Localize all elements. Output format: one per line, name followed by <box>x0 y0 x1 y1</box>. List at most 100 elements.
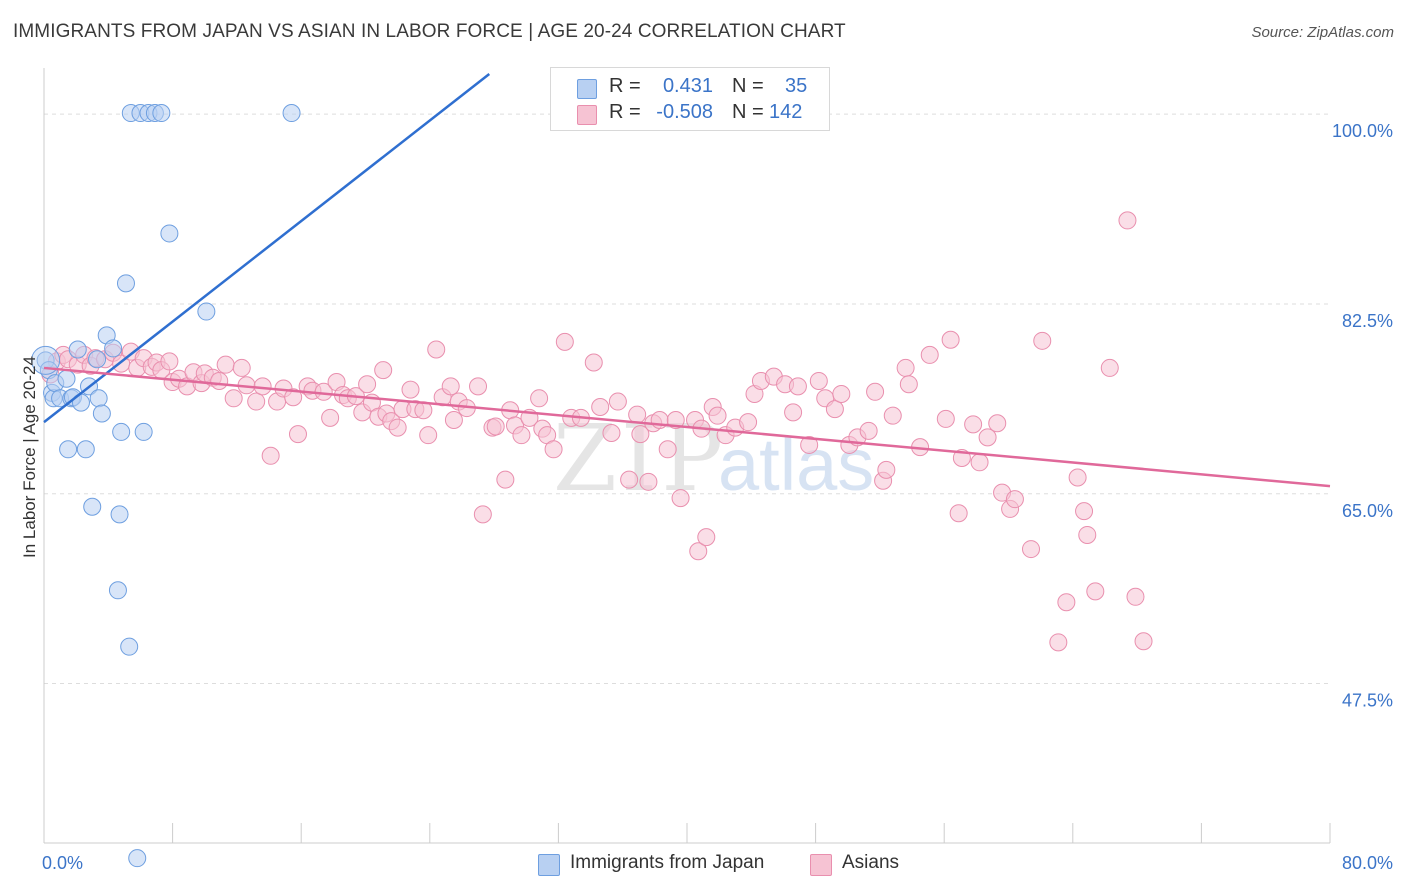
data-point <box>832 384 851 403</box>
bottom-legend-label-asians: Asians <box>842 852 900 873</box>
axes <box>43 68 1331 844</box>
data-point-large <box>31 345 61 375</box>
data-point <box>899 375 918 394</box>
legend-row-japan: R = 0.431 N = 35 <box>551 75 829 101</box>
legend-r-label: R = <box>609 101 641 123</box>
data-point <box>441 377 460 396</box>
data-point <box>708 406 727 425</box>
data-point <box>555 332 574 351</box>
data-point <box>809 371 828 390</box>
data-point <box>469 377 488 396</box>
data-point <box>282 104 301 123</box>
data-point <box>544 440 563 459</box>
data-point <box>116 274 135 293</box>
data-point <box>739 413 758 432</box>
data-point <box>388 418 407 437</box>
data-point <box>602 424 621 443</box>
data-point <box>134 422 153 441</box>
data-point <box>88 350 107 369</box>
data-point <box>1126 587 1145 606</box>
data-point <box>120 637 139 656</box>
data-point <box>978 428 997 447</box>
data-point <box>658 440 677 459</box>
data-point <box>530 389 549 408</box>
data-point <box>1134 632 1153 651</box>
data-point <box>896 358 915 377</box>
asians-trend-line <box>43 366 1331 488</box>
data-point <box>321 408 340 427</box>
japan-trend-line <box>43 73 491 424</box>
chart-title: IMMIGRANTS FROM JAPAN VS ASIAN IN LABOR … <box>13 21 846 42</box>
data-point <box>1057 593 1076 612</box>
data-point <box>496 470 515 489</box>
legend-row-asians: R = -0.508 N = 142 <box>551 101 829 127</box>
legend-r-value-japan: 0.431 <box>662 75 713 97</box>
y-tick-label: 47.5% <box>1342 691 1393 711</box>
trend-lines <box>43 73 1331 488</box>
data-point <box>866 382 885 401</box>
data-point <box>444 410 463 429</box>
data-point <box>639 472 658 491</box>
y-tick-labels: 47.5% 65.0% 82.5% 100.0% <box>1332 121 1393 710</box>
data-point <box>941 330 960 349</box>
bottom-legend-swatch-japan <box>538 854 560 876</box>
asians-points <box>41 211 1153 652</box>
legend-r-label: R = <box>609 75 641 97</box>
legend-n-label: N = <box>732 75 764 97</box>
data-point <box>1033 331 1052 350</box>
y-tick-label: 82.5% <box>1342 311 1393 331</box>
data-point <box>883 406 902 425</box>
data-point <box>825 400 844 419</box>
x-tick-label-max: 80.0% <box>1342 853 1393 873</box>
data-point <box>1100 358 1119 377</box>
data-point <box>970 453 989 472</box>
bottom-legend-swatch-asians <box>810 854 832 876</box>
data-point <box>631 425 650 444</box>
data-point <box>608 392 627 411</box>
data-point <box>427 340 446 359</box>
data-point <box>197 302 216 321</box>
data-point <box>83 497 102 516</box>
data-point <box>949 504 968 523</box>
y-tick-label: 65.0% <box>1342 501 1393 521</box>
data-point <box>1005 490 1024 509</box>
data-point <box>57 369 76 388</box>
data-point <box>512 426 531 445</box>
source-label[interactable]: Source: ZipAtlas.com <box>1251 24 1394 41</box>
data-point <box>224 389 243 408</box>
y-axis-label: In Labor Force | Age 20-24 <box>20 356 39 558</box>
data-point <box>152 104 171 123</box>
data-point <box>784 403 803 422</box>
data-point <box>1075 502 1094 521</box>
data-point <box>697 528 716 547</box>
data-point <box>859 421 878 440</box>
legend-n-value-asians: 142 <box>769 101 803 123</box>
data-point <box>358 375 377 394</box>
data-point <box>110 505 129 524</box>
data-point <box>1068 468 1087 487</box>
data-point <box>128 849 147 868</box>
data-point <box>216 355 235 374</box>
data-point <box>788 377 807 396</box>
data-point <box>232 358 251 377</box>
data-point <box>160 352 179 371</box>
legend-swatch-asians <box>577 105 597 125</box>
data-point <box>591 397 610 416</box>
bottom-legend-label-japan: Immigrants from Japan <box>570 852 765 873</box>
data-point <box>59 440 78 459</box>
data-point <box>628 405 647 424</box>
data-point <box>1049 633 1068 652</box>
data-point <box>108 581 127 600</box>
japan-points <box>31 104 301 868</box>
data-point <box>988 414 1007 433</box>
data-point <box>620 470 639 489</box>
data-point <box>1078 525 1097 544</box>
data-point <box>473 505 492 524</box>
data-point <box>671 489 690 508</box>
data-point <box>1118 211 1137 230</box>
data-point <box>104 339 123 358</box>
legend-n-label: N = <box>732 101 764 123</box>
legend-swatch-japan <box>577 79 597 99</box>
x-tick-label-min: 0.0% <box>42 853 83 873</box>
